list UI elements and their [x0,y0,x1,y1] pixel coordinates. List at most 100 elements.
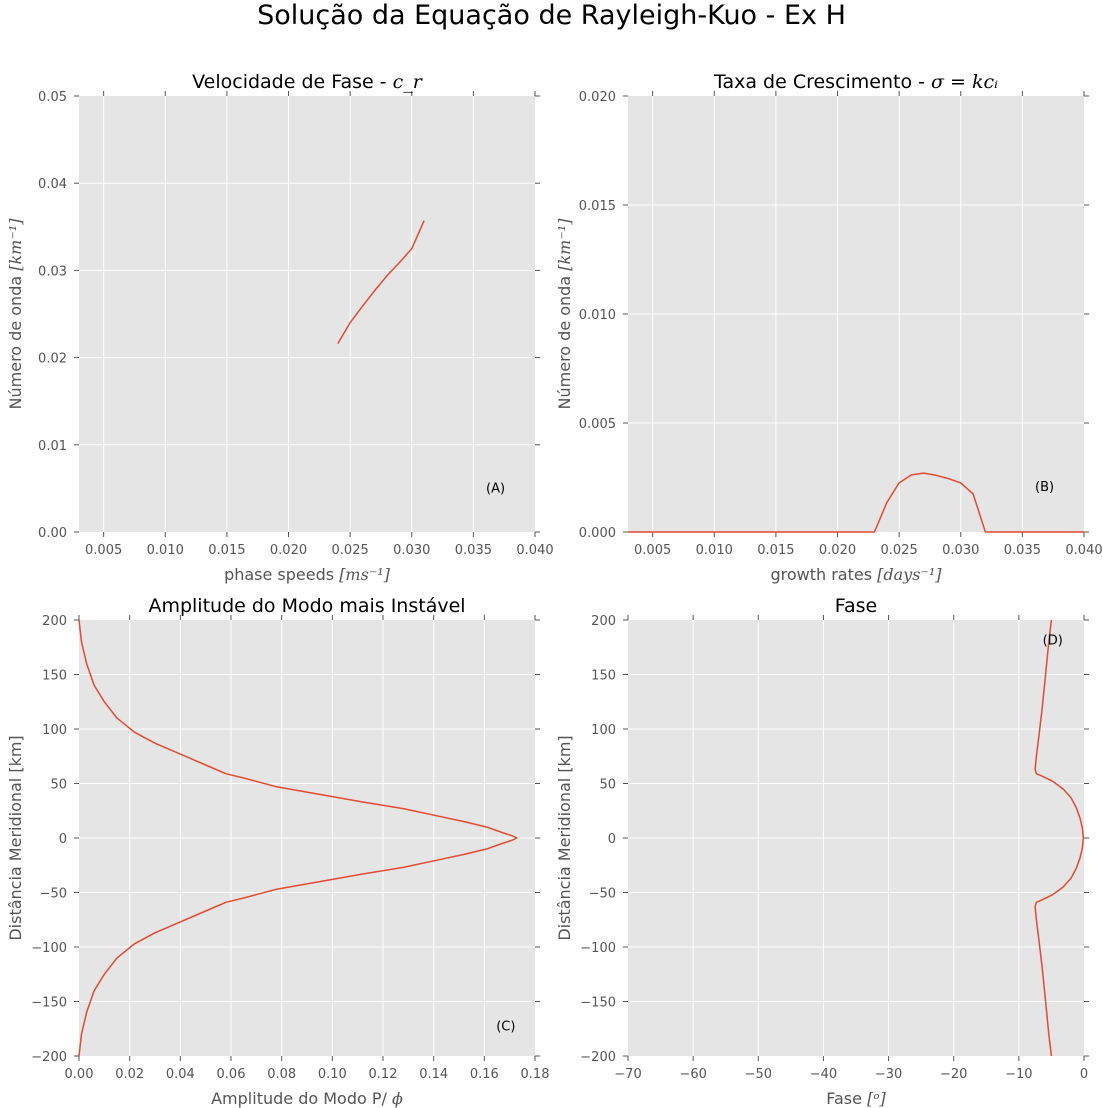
panel-title-text: Fase [835,595,877,617]
x-tick-label: −20 [940,1067,967,1082]
y-tick-label: −150 [31,996,67,1011]
x-tick-label: 0.040 [516,543,553,558]
x-tick-label: 0.020 [270,543,307,558]
x-axis-label-text: growth rates [770,565,877,584]
y-tick-label: 150 [591,669,616,684]
x-tick-label: 0.18 [521,1067,550,1082]
x-tick-label: −60 [679,1067,706,1082]
panel-growth-rate: 0.005 0.010 0.015 0.020 0.025 0.030 0.035 0.040… [555,71,1103,584]
x-tick-label: 0 [1080,1067,1088,1082]
panel-amplitude: 0.00 0.02 0.04 0.06 0.08 0.10 0.12 0.14 0.16 0.18… [6,595,549,1108]
x-axis-label: Fase [ᵒ] [826,1089,886,1108]
x-tick-label: 0.005 [634,543,671,558]
x-tick-label: 0.10 [318,1067,347,1082]
y-tick-label: 0.015 [579,199,616,214]
panel-title-text: Taxa de Crescimento - [713,71,931,93]
y-axis-label-text: Número de onda [555,271,574,410]
panel-title-text: Velocidade de Fase - [192,71,392,93]
x-tick-label: 0.010 [147,543,184,558]
y-tick-label: −50 [589,887,616,902]
y-tick-label: 0 [608,832,616,847]
x-tick-label: 0.08 [267,1067,296,1082]
x-tick-label: 0.030 [942,543,979,558]
y-tick-label: −50 [40,887,67,902]
x-tick-label: 0.04 [166,1067,195,1082]
series-line-d [1034,619,1085,1057]
y-tick-label: 0.00 [38,526,67,541]
x-tick-label: 0.005 [85,543,122,558]
panel-annotation: (C) [496,1019,515,1034]
y-axis-label: Número de onda [km⁻¹] [6,218,25,410]
y-tick-label: 0.010 [579,308,616,323]
y-axis-label-math: [km⁻¹] [555,218,574,271]
y-axis-label-text: Distância Meridional [km] [555,735,574,940]
x-tick-label: 0.12 [369,1067,398,1082]
y-tick-label: 0 [59,832,67,847]
x-tick-label: 0.030 [393,543,430,558]
y-tick-label: 0.03 [38,264,67,279]
y-axis-label: Distância Meridional [km] [555,735,574,940]
x-tick-label: 0.015 [208,543,245,558]
series-line-b [628,472,1084,533]
x-axis-label-math: ϕ [392,1089,403,1108]
y-tick-label: 0.020 [579,90,616,105]
y-tick-label: 0.005 [579,417,616,432]
x-axis-label-math: [days⁻¹] [877,565,942,584]
y-tick-label: −200 [31,1050,67,1065]
x-tick-label: 0.06 [217,1067,246,1082]
x-tick-label: −50 [745,1067,772,1082]
y-tick-label: 0.01 [38,439,67,454]
x-tick-label: −10 [1005,1067,1032,1082]
panel-title: Fase [835,595,877,617]
x-tick-label: 0.010 [696,543,733,558]
y-axis-label: Número de onda [km⁻¹] [555,218,574,410]
x-tick-label: 0.035 [455,543,492,558]
y-axis-label-math: [km⁻¹] [6,218,25,271]
panel-title-text: Amplitude do Modo mais Instável [148,595,465,617]
y-axis-label-text: Número de onda [6,271,25,410]
y-tick-label: 200 [42,614,67,629]
x-tick-label: −40 [810,1067,837,1082]
x-axis-label-math: [ms⁻¹] [339,565,390,584]
panel-title-math: c_r [393,71,424,93]
panel-phase-speed: 0.005 0.010 0.015 0.020 0.025 0.030 0.035 0.040… [6,71,554,584]
x-tick-label: 0.015 [757,543,794,558]
x-tick-label: 0.040 [1065,543,1102,558]
y-tick-label: 0.02 [38,352,67,367]
y-tick-label: 150 [42,669,67,684]
y-tick-label: −100 [31,941,67,956]
x-axis-label-text: Fase [826,1089,867,1108]
x-axis-label-text: Amplitude do Modo P/ [211,1089,392,1108]
x-tick-label: 0.14 [419,1067,448,1082]
panel-title: Taxa de Crescimento - σ = kcᵢ [713,71,998,93]
panel-phase: −70 −60 −50 −40 −30 −20 −10 0−200−150−100−50050… [555,595,1089,1108]
panel-annotation: (D) [1043,634,1063,649]
y-tick-label: 0.05 [38,90,67,105]
x-tick-label: 0.025 [881,543,918,558]
x-axis-label-math: [ᵒ] [867,1089,886,1108]
y-tick-label: 0.04 [38,177,67,192]
y-tick-label: 50 [50,778,67,793]
y-axis-label: Distância Meridional [km] [6,735,25,940]
panel-annotation: (B) [1035,480,1054,495]
x-tick-label: 0.035 [1004,543,1041,558]
panel-annotation: (A) [486,482,505,497]
x-axis-label-text: phase speeds [224,565,339,584]
series-line-a [337,220,425,344]
y-tick-label: −150 [580,996,616,1011]
x-tick-label: −30 [875,1067,902,1082]
x-tick-label: −70 [614,1067,641,1082]
panel-title: Amplitude do Modo mais Instável [148,595,465,617]
x-tick-label: 0.02 [115,1067,144,1082]
panel-title-math: σ = kcᵢ [931,71,998,93]
y-axis-label-text: Distância Meridional [km] [6,735,25,940]
panel-title: Velocidade de Fase - c_r [192,71,424,93]
y-tick-label: −200 [580,1050,616,1065]
y-tick-label: 200 [591,614,616,629]
x-axis-label: growth rates [days⁻¹] [770,565,942,584]
x-tick-label: 0.00 [65,1067,94,1082]
y-tick-label: 100 [42,723,67,738]
x-tick-label: 0.020 [819,543,856,558]
figure-suptitle: Solução da Equação de Rayleigh-Kuo - Ex … [257,0,846,31]
